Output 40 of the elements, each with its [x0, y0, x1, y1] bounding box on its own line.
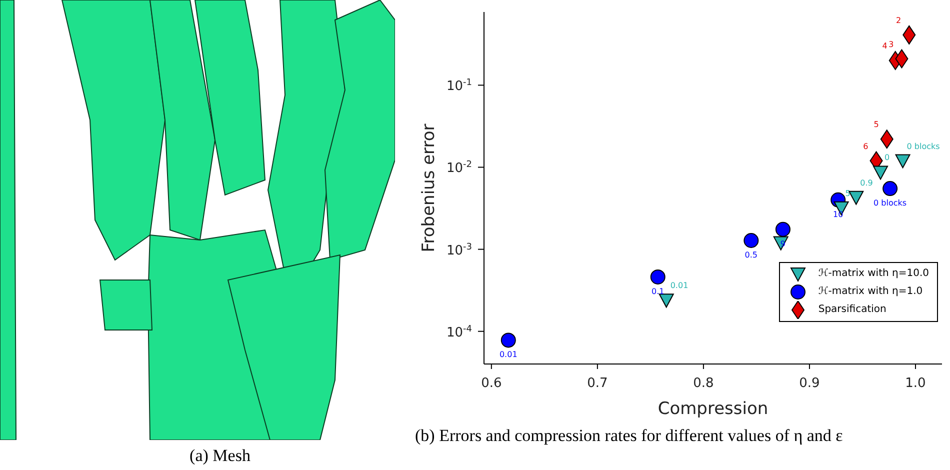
point [848, 190, 864, 205]
text: (b) Errors and compression rates for different values of η and ε [415, 425, 844, 446]
annotation: 5 [874, 120, 879, 130]
x-axis-title: Compression [658, 399, 768, 419]
point [775, 222, 790, 237]
text: (a) Mesh [188, 446, 252, 466]
y-tick-label: 10$^{-1}$ [446, 78, 472, 94]
y-tick-label: 10$^{-3}$ [446, 242, 472, 258]
y-axis-title: Frobenius error [419, 124, 440, 252]
point [882, 181, 898, 196]
legend-label: ℋ-matrix with η=10.0 [818, 267, 929, 281]
annotation: 6 [863, 142, 868, 151]
annotation: 0.9 [860, 178, 873, 188]
x-tick-label: 0.6 [481, 376, 502, 391]
point [744, 233, 759, 248]
legend-label: ℋ-matrix with η=1.0 [818, 285, 923, 299]
annotation: 10 [833, 210, 844, 219]
point [650, 269, 666, 284]
annotation: 0 blocks [874, 198, 907, 208]
annotation: 0 blocks [906, 142, 940, 151]
annotation: 0.01 [670, 281, 688, 290]
annotation: 0 [884, 153, 890, 162]
x-tick-label: 0.8 [693, 376, 714, 391]
annotation: 4 [882, 41, 888, 50]
x-tick-label: 0.9 [799, 376, 820, 391]
annotation: 2 [896, 16, 902, 25]
annotation: 0.5 [744, 250, 758, 260]
point [873, 166, 888, 180]
legend-label: Sparsification [818, 303, 886, 317]
x-tick-label: 1.0 [905, 376, 926, 391]
y-tick-label: 10$^{-2}$ [446, 160, 472, 176]
y-tick-label: 10$^{-4}$ [446, 324, 472, 340]
point [500, 332, 516, 348]
point [658, 294, 674, 308]
point [895, 154, 910, 168]
annotation: 0.1 [652, 286, 664, 296]
annotation: 3 [888, 40, 894, 49]
annotation: 5 [845, 188, 850, 198]
x-tick-label: 0.7 [587, 376, 608, 391]
annotation: 0.01 [499, 350, 518, 360]
